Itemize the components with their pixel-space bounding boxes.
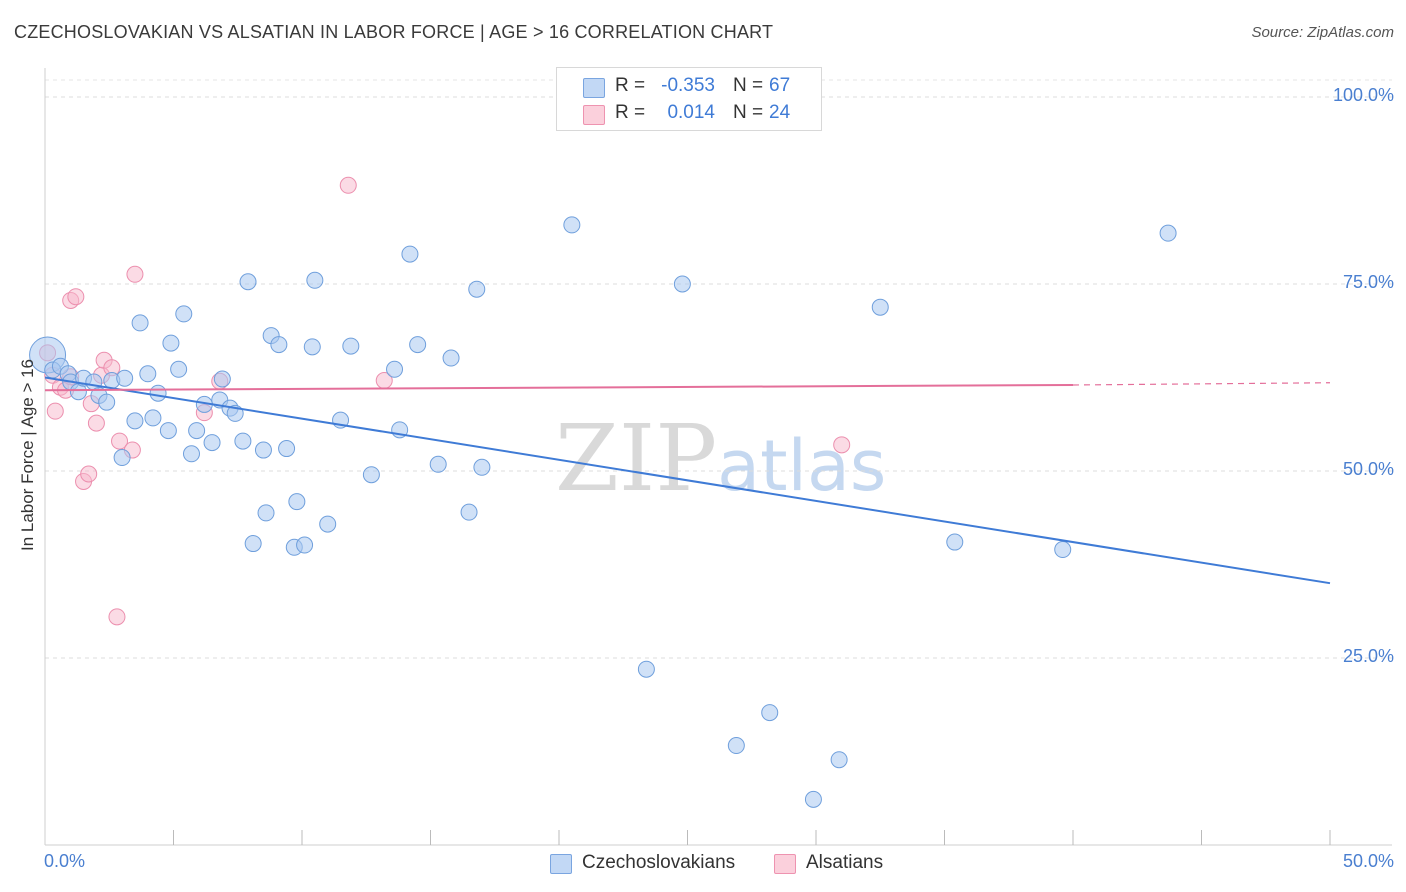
bottom-legend-label: Alsatians xyxy=(806,852,884,873)
czechoslovakian-point xyxy=(139,365,157,383)
alsatian-point xyxy=(126,265,144,283)
czechoslovakian-point xyxy=(296,536,314,554)
legend-swatch-pink xyxy=(583,105,605,125)
bottom-legend-label: Czechoslovakians xyxy=(582,852,736,873)
czechoslovakian-point xyxy=(804,790,822,808)
alsatian-point xyxy=(833,436,851,454)
legend-n-label: N = xyxy=(733,102,764,123)
czechoslovakian-point xyxy=(342,337,360,355)
watermark-atlas: atlas xyxy=(717,425,887,507)
czechoslovakian-point xyxy=(159,422,177,440)
alsatian-point xyxy=(111,432,129,450)
bottom-legend-swatch-pink xyxy=(774,854,796,874)
czechoslovakians-points xyxy=(29,216,1177,808)
grid-lines xyxy=(45,79,1392,659)
legend-n-value: 24 xyxy=(769,102,791,123)
alsatian-point xyxy=(80,465,98,483)
czechoslovakian-point xyxy=(362,466,380,484)
czechoslovakian-point xyxy=(727,737,745,755)
czechoslovakian-point xyxy=(149,384,167,402)
chart-title: CZECHOSLOVAKIAN VS ALSATIAN IN LABOR FOR… xyxy=(14,22,774,42)
trend-lines xyxy=(44,376,1331,585)
czechoslovakian-point xyxy=(319,515,337,533)
czechoslovakian-point xyxy=(244,535,262,553)
czechoslovakian-point xyxy=(175,305,193,323)
czechoslovakian-point xyxy=(126,412,144,430)
czechoslovakian-point xyxy=(1054,541,1072,559)
y-tick-label: 25.0% xyxy=(1342,646,1394,666)
watermark: ZIPatlas xyxy=(555,405,886,512)
alsatian-point xyxy=(339,176,357,194)
czechoslovakian-point xyxy=(182,445,200,463)
x-tick-label: 0.0% xyxy=(44,851,86,871)
czechoslovakian-point xyxy=(162,334,180,352)
source-label: Source: ZipAtlas.com xyxy=(1251,24,1394,41)
czechoslovakian-point xyxy=(278,440,296,458)
czechoslovakian-point xyxy=(144,409,162,427)
czechoslovakian-point xyxy=(254,441,272,459)
x-tick-label: 50.0% xyxy=(1342,851,1394,871)
legend-swatch-blue xyxy=(583,78,605,98)
alsatian-point xyxy=(87,414,105,432)
czechoslovakian-point xyxy=(468,280,486,298)
legend-row-czechoslovakians: R = -0.353 N = 67 xyxy=(557,75,821,101)
watermark-zip: ZIP xyxy=(555,405,718,512)
y-axis-label: In Labor Force | Age > 16 xyxy=(18,358,37,552)
legend-row-alsatians: R = 0.014 N = 24 xyxy=(557,102,821,128)
czechoslovakian-point xyxy=(401,245,419,263)
legend-r-label: R = xyxy=(615,102,646,123)
czechoslovakian-point xyxy=(830,751,848,769)
czechoslovakian-point xyxy=(203,434,221,452)
alsatians-trend-line xyxy=(44,383,1074,392)
legend-r-value: 0.014 xyxy=(667,102,715,123)
czechoslovakian-point xyxy=(270,336,288,354)
czechoslovakian-point xyxy=(460,503,478,521)
czechoslovakian-point xyxy=(288,493,306,511)
czechoslovakian-point xyxy=(386,360,404,378)
czechoslovakian-point xyxy=(442,349,460,367)
czechoslovakian-point xyxy=(871,298,889,316)
legend-n-label: N = xyxy=(733,75,764,96)
legend-n-value: 67 xyxy=(769,75,791,96)
czechoslovakian-point xyxy=(98,393,116,411)
czechoslovakian-point xyxy=(234,432,252,450)
bottom-legend-alsatians: Alsatians xyxy=(774,852,914,876)
czechoslovakian-point xyxy=(213,370,231,388)
alsatian-point xyxy=(46,402,64,420)
czechoslovakian-point xyxy=(131,314,149,332)
czechoslovakian-point xyxy=(673,275,691,293)
alsatian-point xyxy=(108,608,126,626)
czechoslovakian-point xyxy=(946,533,964,551)
czechoslovakian-point xyxy=(303,338,321,356)
legend-r-label: R = xyxy=(615,75,646,96)
alsatians-trend-extension xyxy=(1072,382,1331,386)
bottom-legend-swatch-blue xyxy=(550,854,572,874)
czechoslovakian-point xyxy=(170,360,188,378)
bottom-legend-czechoslovakians: Czechoslovakians xyxy=(550,852,760,876)
legend-r-value: -0.353 xyxy=(661,75,715,96)
czechoslovakian-point xyxy=(473,458,491,476)
czechoslovakian-point xyxy=(761,704,779,722)
y-tick-label: 75.0% xyxy=(1342,272,1394,292)
czechoslovakian-point xyxy=(409,336,427,354)
czechoslovakian-point xyxy=(429,455,447,473)
czechoslovakians-trend-line xyxy=(44,376,1331,585)
czechoslovakian-point xyxy=(563,216,581,234)
correlation-legend: R = -0.353 N = 67 R = 0.014 N = 24 xyxy=(556,67,822,131)
czechoslovakian-point xyxy=(306,271,324,289)
czechoslovakian-point xyxy=(113,449,131,467)
czechoslovakian-point xyxy=(1159,224,1177,242)
axes xyxy=(44,68,1392,846)
alsatian-point xyxy=(67,288,85,306)
y-tick-label: 100.0% xyxy=(1332,85,1394,105)
czechoslovakian-point xyxy=(188,422,206,440)
y-tick-label: 50.0% xyxy=(1342,459,1394,479)
czechoslovakian-point xyxy=(257,504,275,522)
czechoslovakian-point xyxy=(239,273,257,291)
czechoslovakian-point xyxy=(116,369,134,387)
czechoslovakian-point xyxy=(637,660,655,678)
